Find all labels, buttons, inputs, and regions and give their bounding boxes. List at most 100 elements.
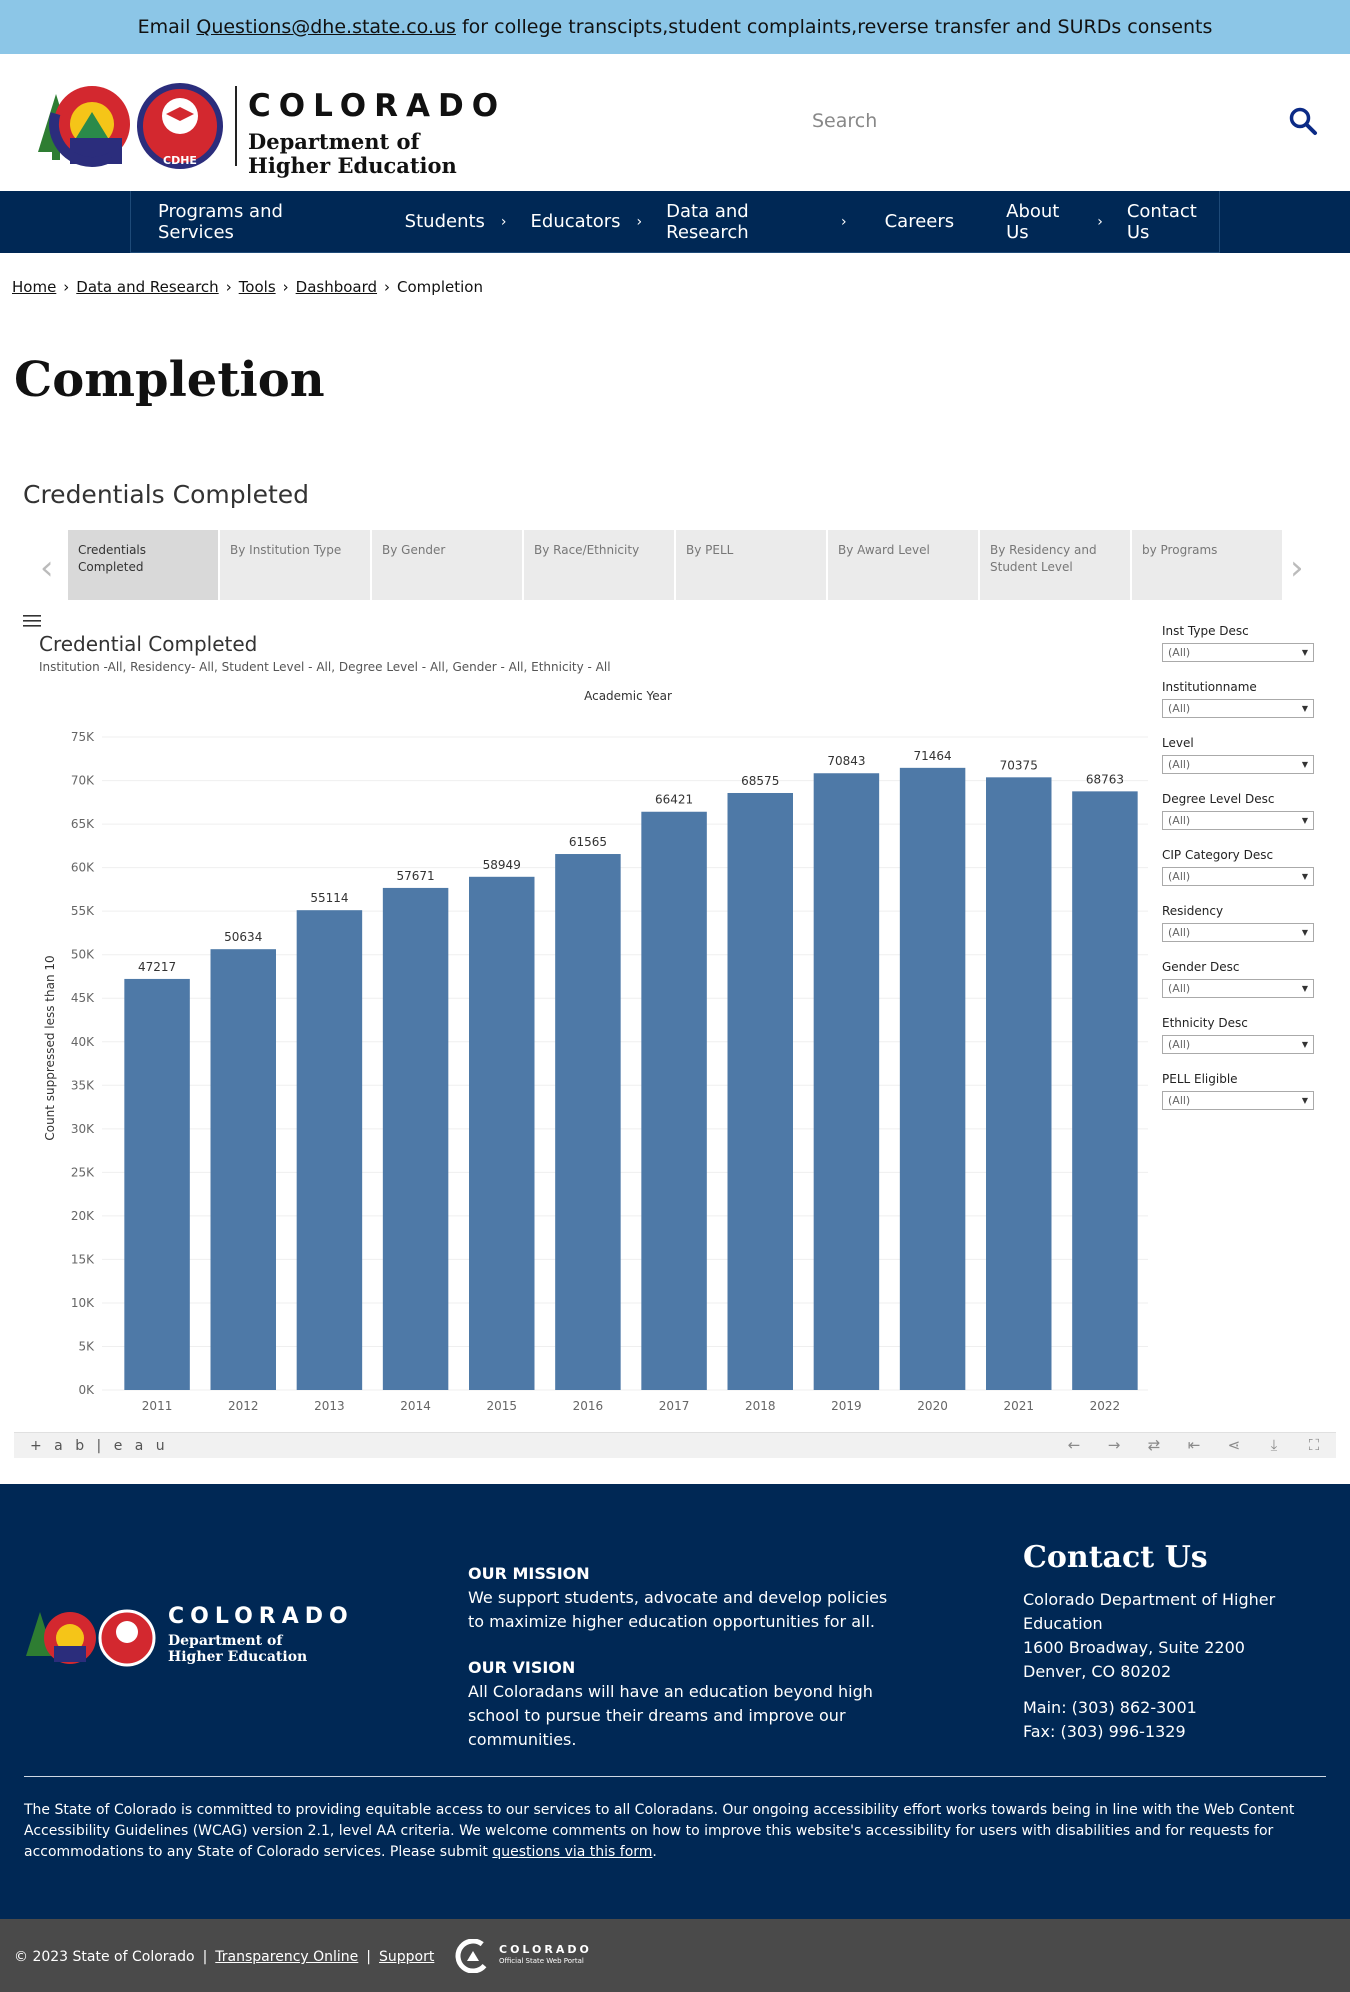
filter-dropdown[interactable]: (All) ▼ [1162, 699, 1314, 718]
tab-institution-type[interactable]: By Institution Type [220, 530, 370, 600]
breadcrumb: Home › Data and Research › Tools › Dashb… [12, 278, 483, 296]
search-input[interactable] [800, 96, 1260, 146]
filter-dropdown[interactable]: (All) ▼ [1162, 979, 1314, 998]
breadcrumb-home[interactable]: Home [12, 278, 57, 296]
x-tick-label: 2015 [486, 1399, 517, 1413]
chevron-right-icon[interactable]: › [1097, 213, 1103, 230]
footer-contact: Contact Us Colorado Department of Higher… [1023, 1543, 1333, 1744]
tab-residency-student-level[interactable]: By Residency and Student Level [980, 530, 1130, 600]
chevron-right-icon[interactable]: › [636, 213, 643, 230]
filter-dropdown[interactable]: (All) ▼ [1162, 923, 1314, 942]
filter-dropdown[interactable]: (All) ▼ [1162, 811, 1314, 830]
site-logo[interactable]: COLORADO Department of Higher Education … [30, 74, 498, 178]
bar-2016[interactable] [555, 854, 621, 1390]
breadcrumb-data-research[interactable]: Data and Research [76, 278, 219, 296]
support-link[interactable]: Support [379, 1949, 435, 1965]
nav-item-contact[interactable]: Contact Us [1127, 191, 1219, 253]
state-portal-logo[interactable]: COLORADO Official State Web Portal [455, 1937, 605, 1975]
bar-2018[interactable] [727, 792, 793, 1390]
data-label: 55114 [310, 891, 348, 905]
nav-item-educators[interactable]: Educators › [531, 191, 643, 253]
filter-dropdown[interactable]: (All) ▼ [1162, 643, 1314, 662]
nav-item-students[interactable]: Students › [405, 191, 507, 253]
tab-credentials-completed[interactable]: Credentials Completed [68, 530, 218, 600]
fullscreen-icon[interactable]: ⛶ [1308, 1436, 1320, 1454]
tabs-next-arrow-icon[interactable]: › [1290, 548, 1304, 588]
search-button[interactable] [1288, 106, 1322, 140]
contact-main-phone: Main: (303) 862-3001 [1023, 1698, 1197, 1717]
filter-pell: PELL Eligible (All) ▼ [1162, 1072, 1314, 1128]
bar-2022[interactable] [1072, 791, 1138, 1390]
filter-ethnicity: Ethnicity Desc (All) ▼ [1162, 1016, 1314, 1072]
bar-2014[interactable] [382, 887, 449, 1390]
y-tick-label: 0K [78, 1383, 95, 1397]
reset-icon[interactable]: ⇤ [1187, 1436, 1201, 1454]
share-icon[interactable]: ⋖ [1227, 1436, 1241, 1454]
tableau-toolbar: + a b | e a u ← → ⇄ ⇤ ⋖ ⤓ ⛶ [14, 1432, 1336, 1458]
data-label: 70843 [827, 754, 865, 768]
nav-item-data-research[interactable]: Data and Research › [666, 191, 846, 253]
chevron-right-icon[interactable]: › [500, 213, 507, 230]
filter-value: (All) [1168, 758, 1191, 771]
tab-race-ethnicity[interactable]: By Race/Ethnicity [524, 530, 674, 600]
tab-award-level[interactable]: By Award Level [828, 530, 978, 600]
bar-2015[interactable] [469, 876, 535, 1390]
transparency-link[interactable]: Transparency Online [215, 1949, 359, 1965]
portal-line2: Official State Web Portal [499, 1957, 584, 1965]
viz-subtitle: Institution -All, Residency- All, Studen… [39, 660, 611, 674]
footer-logo-state: COLORADO [168, 1604, 354, 1629]
bar-2013[interactable] [296, 910, 363, 1390]
filter-dropdown[interactable]: (All) ▼ [1162, 1091, 1314, 1110]
filter-residency: Residency (All) ▼ [1162, 904, 1314, 960]
breadcrumb-tools[interactable]: Tools [238, 278, 276, 296]
tabs-prev-arrow-icon[interactable]: ‹ [40, 548, 54, 588]
revert-icon[interactable]: ⇄ [1147, 1436, 1161, 1454]
tab-pell[interactable]: By PELL [676, 530, 826, 600]
filter-panel: Inst Type Desc (All) ▼ Institutionname (A… [1162, 624, 1314, 1128]
footer-logo-dept2: Higher Education [168, 1649, 308, 1665]
bar-2012[interactable] [210, 949, 276, 1390]
breadcrumb-dashboard[interactable]: Dashboard [295, 278, 378, 296]
nav-item-careers[interactable]: Careers [885, 191, 955, 253]
chevron-right-icon[interactable]: › [840, 213, 847, 230]
filter-label: Ethnicity Desc [1162, 1016, 1248, 1030]
filter-gender: Gender Desc (All) ▼ [1162, 960, 1314, 1016]
bar-2021[interactable] [986, 777, 1052, 1390]
redo-icon[interactable]: → [1107, 1436, 1121, 1454]
y-tick-label: 70K [71, 774, 95, 788]
state-portal-icon [455, 1939, 491, 1973]
tab-programs[interactable]: by Programs [1132, 530, 1282, 600]
y-tick-label: 10K [71, 1296, 95, 1310]
nav-item-programs[interactable]: Programs and Services [158, 191, 352, 253]
y-ticks: 0K 5K 10K 15K 20K 25K 30K 35K 40K 45K 50K 55K 60K 65K… [71, 730, 95, 1397]
nav-label: Students [404, 211, 485, 232]
bar-2017[interactable] [641, 811, 707, 1390]
download-icon[interactable]: ⤓ [1270, 1436, 1278, 1454]
filter-institution: Institutionname (All) ▼ [1162, 680, 1314, 736]
top-banner: Email Questions@dhe.state.co.us for coll… [0, 0, 1350, 54]
y-tick-label: 55K [71, 904, 95, 918]
x-tick-label: 2011 [142, 1399, 173, 1413]
bar-2019[interactable] [813, 773, 880, 1390]
filter-dropdown[interactable]: (All) ▼ [1162, 755, 1314, 774]
colorado-c-logo-icon [38, 81, 223, 169]
menu-icon[interactable] [23, 614, 41, 628]
filter-degree-level: Degree Level Desc (All) ▼ [1162, 792, 1314, 848]
banner-email-link[interactable]: Questions@dhe.state.co.us [196, 16, 456, 38]
filter-dropdown[interactable]: (All) ▼ [1162, 867, 1314, 886]
x-tick-label: 2019 [831, 1399, 862, 1413]
filter-dropdown[interactable]: (All) ▼ [1162, 1035, 1314, 1054]
bar-2020[interactable] [899, 767, 966, 1390]
nav-item-about[interactable]: About Us › [1006, 191, 1103, 253]
tableau-logo[interactable]: + a b | e a u [30, 1437, 169, 1454]
filter-value: (All) [1168, 982, 1191, 995]
y-tick-label: 35K [71, 1078, 95, 1092]
footer-logo[interactable]: COLORADO Department of Higher Education [24, 1604, 348, 1670]
bar-2011[interactable] [124, 978, 190, 1390]
mission-text: We support students, advocate and develo… [468, 1588, 888, 1631]
undo-icon[interactable]: ← [1067, 1436, 1081, 1454]
tab-gender[interactable]: By Gender [372, 530, 522, 600]
breadcrumb-separator: › [384, 278, 391, 296]
dashboard-title: Credentials Completed [23, 480, 309, 509]
accessibility-form-link[interactable]: questions via this form [492, 1844, 653, 1860]
